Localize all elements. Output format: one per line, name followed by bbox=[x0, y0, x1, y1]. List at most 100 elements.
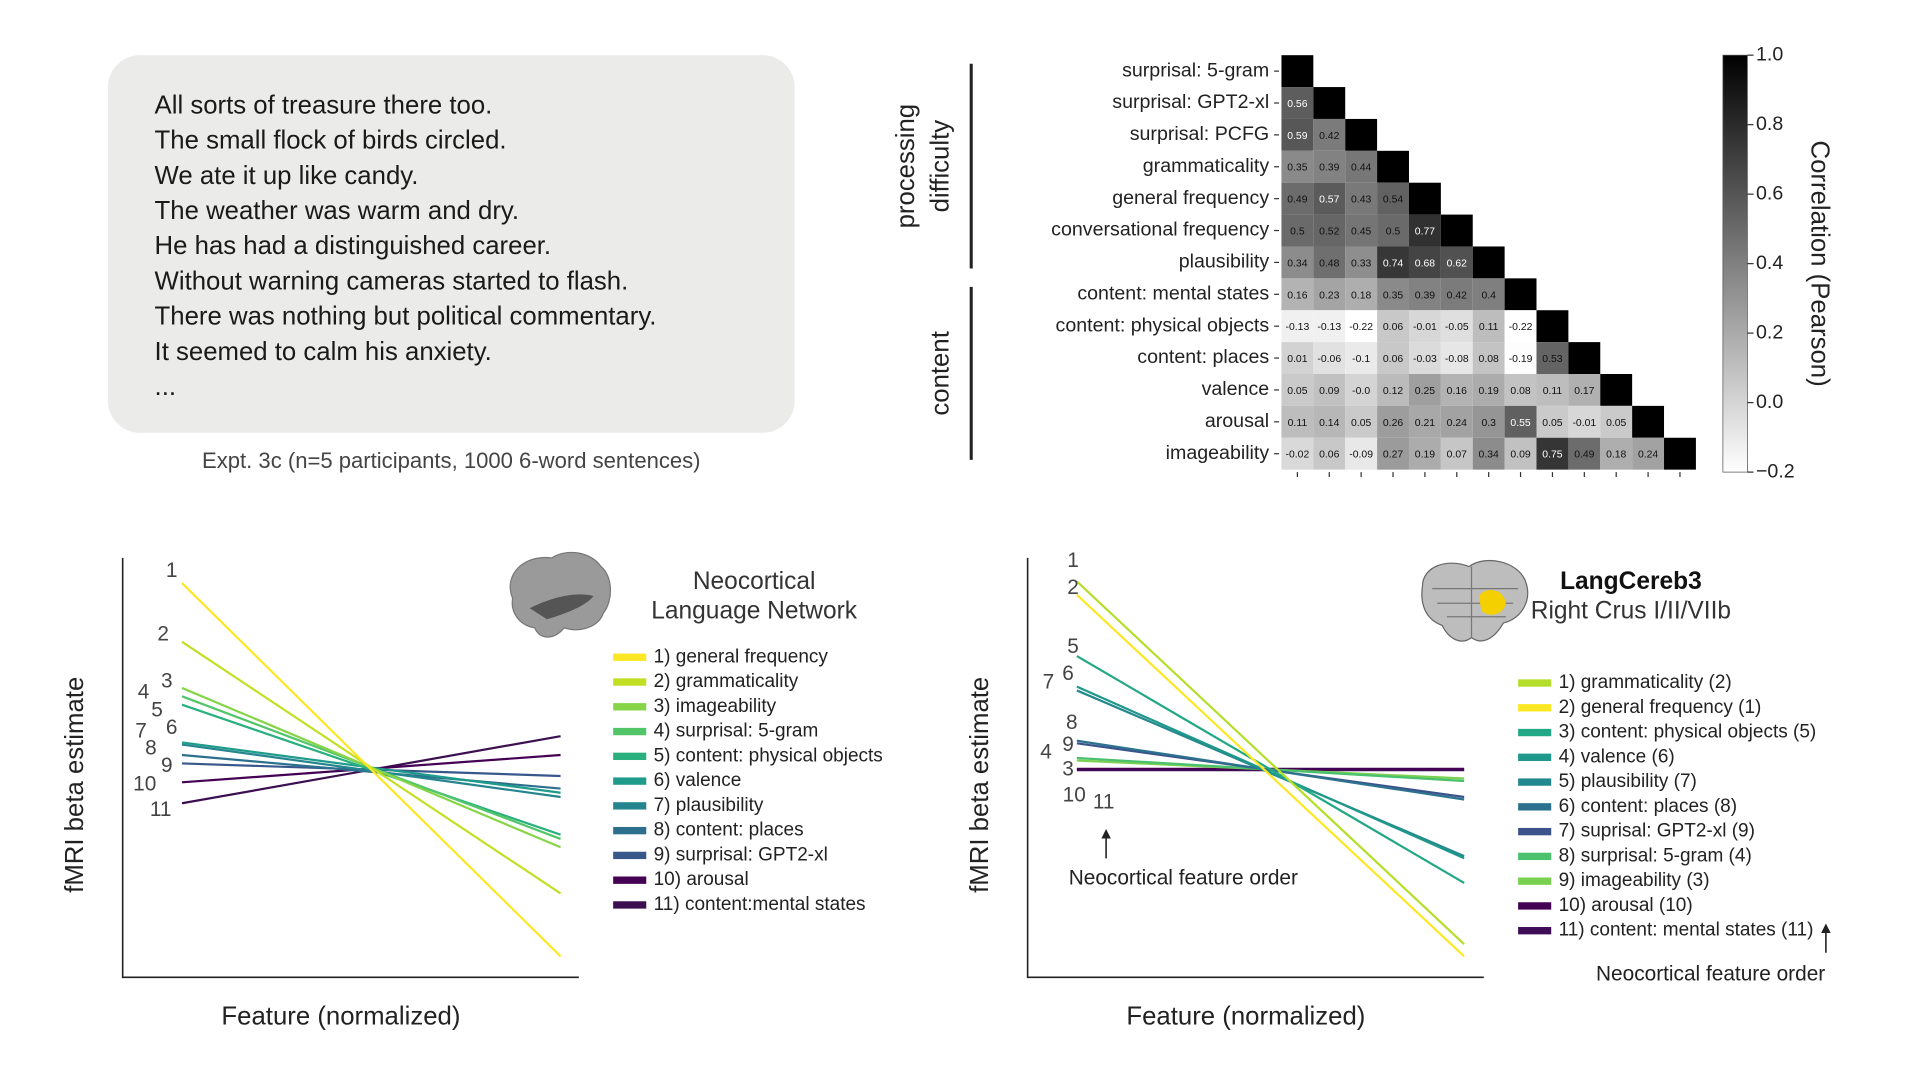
heat-cell bbox=[1281, 405, 1314, 438]
heat-cell bbox=[1345, 342, 1378, 374]
heat-cell bbox=[1377, 342, 1409, 374]
cell-label: 0.25 bbox=[1415, 386, 1435, 397]
diagonal-cell bbox=[1313, 87, 1346, 119]
heat-cell bbox=[1281, 310, 1314, 343]
cell-label: 0.18 bbox=[1606, 450, 1626, 461]
legend-label: 4) surprisal: 5-gram bbox=[654, 721, 819, 742]
line-number-label: 3 bbox=[1062, 758, 1074, 781]
heat-cell bbox=[1568, 405, 1601, 438]
heat-cell bbox=[1440, 373, 1473, 406]
legend-label: 5) plausibility (7) bbox=[1559, 771, 1697, 792]
cell-label: -0.03 bbox=[1413, 354, 1437, 365]
legend-swatch bbox=[613, 777, 647, 785]
heat-cell bbox=[1408, 214, 1441, 247]
group-label: content bbox=[927, 331, 955, 415]
cell-label: 0.18 bbox=[1351, 290, 1371, 301]
sentence: Without warning cameras started to flash… bbox=[155, 267, 629, 295]
caption: Expt. 3c (n=5 participants, 1000 6-word … bbox=[202, 448, 701, 473]
row-label: plausibility bbox=[1179, 251, 1270, 273]
line-number-label: 6 bbox=[1062, 662, 1074, 685]
legend-label: 7) suprisal: GPT2-xl (9) bbox=[1559, 821, 1755, 842]
annotation: Neocortical feature order bbox=[1596, 962, 1825, 985]
brain-icon bbox=[509, 551, 612, 638]
cell-label: 0.42 bbox=[1319, 131, 1339, 142]
sentence-panel bbox=[107, 55, 795, 433]
cell-label: -0.13 bbox=[1317, 322, 1341, 333]
line-number-label: 2 bbox=[1067, 576, 1079, 599]
cell-label: 0.11 bbox=[1543, 386, 1563, 397]
cell-label: -0.22 bbox=[1509, 322, 1533, 333]
row-label: arousal bbox=[1205, 410, 1269, 432]
diagonal-cell bbox=[1281, 55, 1314, 88]
colorbar-tick-label: 1.0 bbox=[1756, 43, 1783, 65]
cell-label: 0.57 bbox=[1319, 195, 1339, 206]
cell-label: 0.09 bbox=[1319, 386, 1339, 397]
line-number-label: 11 bbox=[1093, 791, 1115, 814]
x-axis-label: Feature (normalized) bbox=[1126, 1003, 1365, 1031]
heat-cell bbox=[1472, 310, 1505, 343]
line-number-label: 9 bbox=[1062, 733, 1074, 756]
cell-label: 0.52 bbox=[1319, 227, 1339, 238]
series-line bbox=[1076, 655, 1465, 884]
legend-swatch bbox=[1518, 679, 1552, 687]
row-label: surprisal: GPT2-xl bbox=[1112, 91, 1269, 113]
axis bbox=[121, 557, 579, 979]
legend-swatch bbox=[613, 826, 647, 835]
heat-cell bbox=[1345, 405, 1378, 438]
heat-cell bbox=[1377, 373, 1409, 406]
cell-label: 0.48 bbox=[1319, 258, 1339, 269]
legend-swatch bbox=[613, 653, 647, 661]
diagonal-cell bbox=[1504, 278, 1537, 311]
cell-label: 0.77 bbox=[1415, 227, 1435, 238]
legend-label: 1) general frequency bbox=[654, 646, 829, 667]
y-axis-label: fMRI beta estimate bbox=[61, 677, 89, 893]
legend-label: 10) arousal bbox=[654, 869, 749, 890]
legend-label: 6) valence bbox=[654, 770, 742, 791]
series-line bbox=[1076, 594, 1465, 958]
legend-label: 5) content: physical objects bbox=[654, 745, 883, 766]
heat-cell bbox=[1377, 405, 1409, 438]
cell-label: 0.26 bbox=[1383, 418, 1403, 429]
heat-cell bbox=[1313, 278, 1346, 311]
cell-label: 0.35 bbox=[1383, 290, 1403, 301]
sentence: All sorts of treasure there too. bbox=[155, 91, 493, 119]
diagonal-cell bbox=[1472, 246, 1505, 279]
heat-cell bbox=[1281, 373, 1314, 406]
legend-label: 7) plausibility bbox=[654, 795, 764, 816]
cell-label: 0.49 bbox=[1287, 195, 1307, 206]
legend-label: 11) content: mental states (11) bbox=[1559, 920, 1814, 941]
annotation: Neocortical feature order bbox=[1069, 867, 1298, 890]
heat-cell bbox=[1345, 437, 1378, 470]
line-number-label: 2 bbox=[157, 623, 169, 646]
cell-label: 0.05 bbox=[1287, 386, 1307, 397]
heat-cell bbox=[1281, 214, 1314, 247]
colorbar-tick-label: 0.0 bbox=[1756, 391, 1783, 413]
diagonal-cell bbox=[1664, 437, 1696, 470]
row-label: valence bbox=[1202, 378, 1270, 400]
legend-swatch bbox=[613, 876, 647, 884]
diagonal-cell bbox=[1632, 405, 1665, 438]
axis bbox=[1026, 557, 1484, 979]
heat-cell bbox=[1536, 342, 1569, 374]
cell-label: 0.56 bbox=[1287, 99, 1307, 110]
legend-swatch bbox=[613, 752, 647, 761]
heat-cell bbox=[1313, 182, 1346, 215]
heat-cell bbox=[1345, 182, 1378, 215]
cell-label: -0.01 bbox=[1572, 418, 1596, 429]
cell-label: 0.14 bbox=[1319, 418, 1339, 429]
cell-label: 0.42 bbox=[1447, 290, 1467, 301]
legend-label: 1) grammaticality (2) bbox=[1559, 672, 1732, 693]
cell-label: 0.11 bbox=[1479, 322, 1499, 333]
heat-cell bbox=[1440, 278, 1473, 311]
sentence: He has had a distinguished career. bbox=[155, 232, 552, 260]
cell-label: 0.44 bbox=[1351, 163, 1371, 174]
line-number-label: 10 bbox=[133, 772, 156, 795]
heat-cell bbox=[1377, 182, 1409, 215]
heat-cell bbox=[1440, 310, 1473, 343]
colorbar-tick-label: −0.2 bbox=[1756, 460, 1795, 482]
chart-subtitle: Right Crus I/II/VIIb bbox=[1531, 597, 1731, 624]
cell-label: 0.59 bbox=[1287, 131, 1307, 142]
cell-label: 0.74 bbox=[1383, 258, 1403, 269]
legend-swatch bbox=[1518, 852, 1552, 861]
